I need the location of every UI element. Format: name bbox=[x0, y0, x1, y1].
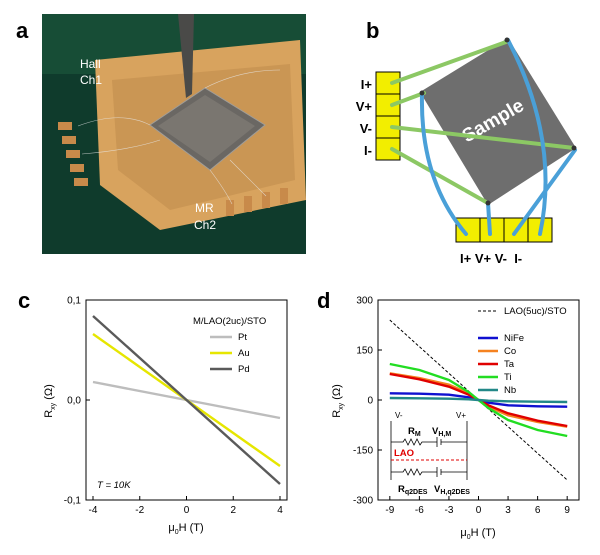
chart-d-xtick-label: 6 bbox=[535, 505, 541, 516]
chart-c-legend-title: M/LAO(2uc)/STO bbox=[193, 316, 266, 327]
chart-c-ylabel: Rxy (Ω) bbox=[43, 384, 57, 418]
chart-c-xtick-label: -2 bbox=[135, 505, 144, 516]
inset-v-plus: V+ bbox=[456, 411, 466, 420]
panel-letter-c: c bbox=[18, 288, 30, 313]
left-pin-i-minus: I- bbox=[364, 143, 372, 158]
panel-letter-d: d bbox=[317, 288, 330, 313]
chart-d-xtick-label: -9 bbox=[385, 505, 394, 516]
chart-c-ytick-label: -0,1 bbox=[64, 496, 82, 507]
equivalent-circuit-inset: V- V+ RM VH,M LAO Rq2DES VH,q2DES bbox=[390, 411, 470, 496]
blue-wires bbox=[419, 38, 577, 236]
chart-d-xlabel: μ0H (T) bbox=[460, 527, 495, 541]
left-pin-i-plus: I+ bbox=[361, 77, 373, 92]
chart-c-temperature-note: T = 10K bbox=[97, 480, 131, 491]
chart-c-xtick-label: 0 bbox=[184, 505, 190, 516]
bottom-pin-labels: I+ V+ V- I- bbox=[460, 251, 522, 266]
legend-label: Au bbox=[238, 348, 250, 359]
chart-d-xtick-label: 0 bbox=[476, 505, 482, 516]
legend-label: Ta bbox=[504, 359, 515, 370]
chart-d-ytick-label: 0 bbox=[367, 396, 373, 407]
hall-label: Hall bbox=[80, 57, 101, 71]
inset-rm-branch bbox=[391, 437, 467, 447]
hall-channel-label: Ch1 bbox=[80, 73, 102, 87]
probe-needle bbox=[178, 14, 194, 98]
inset-rq: Rq2DES bbox=[398, 484, 428, 496]
sample-square bbox=[420, 38, 576, 205]
chart-d-xtick-label: 3 bbox=[505, 505, 511, 516]
legend-label: Pd bbox=[238, 364, 250, 375]
legend-label: Nb bbox=[504, 385, 516, 396]
series-line-pd bbox=[92, 315, 281, 485]
inset-lao-label: LAO bbox=[394, 448, 414, 459]
panel-letter-a: a bbox=[16, 18, 29, 43]
left-pad-column bbox=[375, 71, 401, 161]
chart-d-xtick-label: -6 bbox=[415, 505, 424, 516]
inset-rq-branch bbox=[391, 467, 467, 477]
inset-rm: RM bbox=[408, 426, 421, 438]
chart-c-xlabel: μ0H (T) bbox=[168, 522, 203, 536]
left-pin-v-plus: V+ bbox=[356, 99, 373, 114]
chart-c-ytick-label: 0,0 bbox=[67, 396, 81, 407]
chart-c-xtick-label: -4 bbox=[89, 505, 98, 516]
chart-c-ytick-label: 0,1 bbox=[67, 296, 81, 307]
bottom-pad-row bbox=[455, 217, 553, 243]
chart-c-xtick-label: 2 bbox=[230, 505, 236, 516]
chart-d-ytick-label: -150 bbox=[353, 446, 373, 457]
legend-label: Ti bbox=[504, 372, 512, 383]
panel-b-schematic: Sample I+ V+ V- I- I+ V+ V- I- bbox=[356, 37, 577, 266]
legend-label: Pt bbox=[238, 332, 247, 343]
chart-c: Rxy (Ω) μ0H (T) M/LAO(2uc)/STO T = 10K -… bbox=[43, 296, 288, 536]
inset-vhq: VH,q2DES bbox=[434, 484, 470, 496]
series-line-nb bbox=[389, 396, 568, 404]
bond-wires bbox=[77, 69, 281, 205]
mr-channel-label: Ch2 bbox=[194, 218, 216, 232]
contact-dots bbox=[419, 37, 577, 206]
chart-d-ylabel: Rxy (Ω) bbox=[331, 384, 345, 418]
chart-d-xtick-label: 9 bbox=[564, 505, 570, 516]
legend-label: Co bbox=[504, 346, 516, 357]
legend-label: NiFe bbox=[504, 333, 524, 344]
contact-fingers-left bbox=[58, 122, 88, 186]
mr-label: MR bbox=[195, 201, 214, 215]
panel-a-photo: Hall Ch1 MR Ch2 bbox=[42, 14, 306, 254]
inset-v-minus: V- bbox=[395, 411, 403, 420]
chart-d-ytick-label: 150 bbox=[356, 346, 373, 357]
panel-letter-b: b bbox=[366, 18, 379, 43]
left-pin-v-minus: V- bbox=[360, 121, 372, 136]
inset-vhm: VH,M bbox=[432, 426, 451, 438]
chart-d-ytick-label: 300 bbox=[356, 296, 373, 307]
chart-d-ytick-label: -300 bbox=[353, 496, 373, 507]
legend-label: LAO(5uc)/STO bbox=[504, 306, 567, 317]
chart-d: Rxy (Ω) μ0H (T) V- V+ RM VH,M LAO Rq2DES… bbox=[331, 296, 580, 541]
contact-fingers-bottom bbox=[226, 188, 288, 216]
chart-c-xtick-label: 4 bbox=[277, 505, 283, 516]
chart-d-xtick-label: -3 bbox=[444, 505, 453, 516]
